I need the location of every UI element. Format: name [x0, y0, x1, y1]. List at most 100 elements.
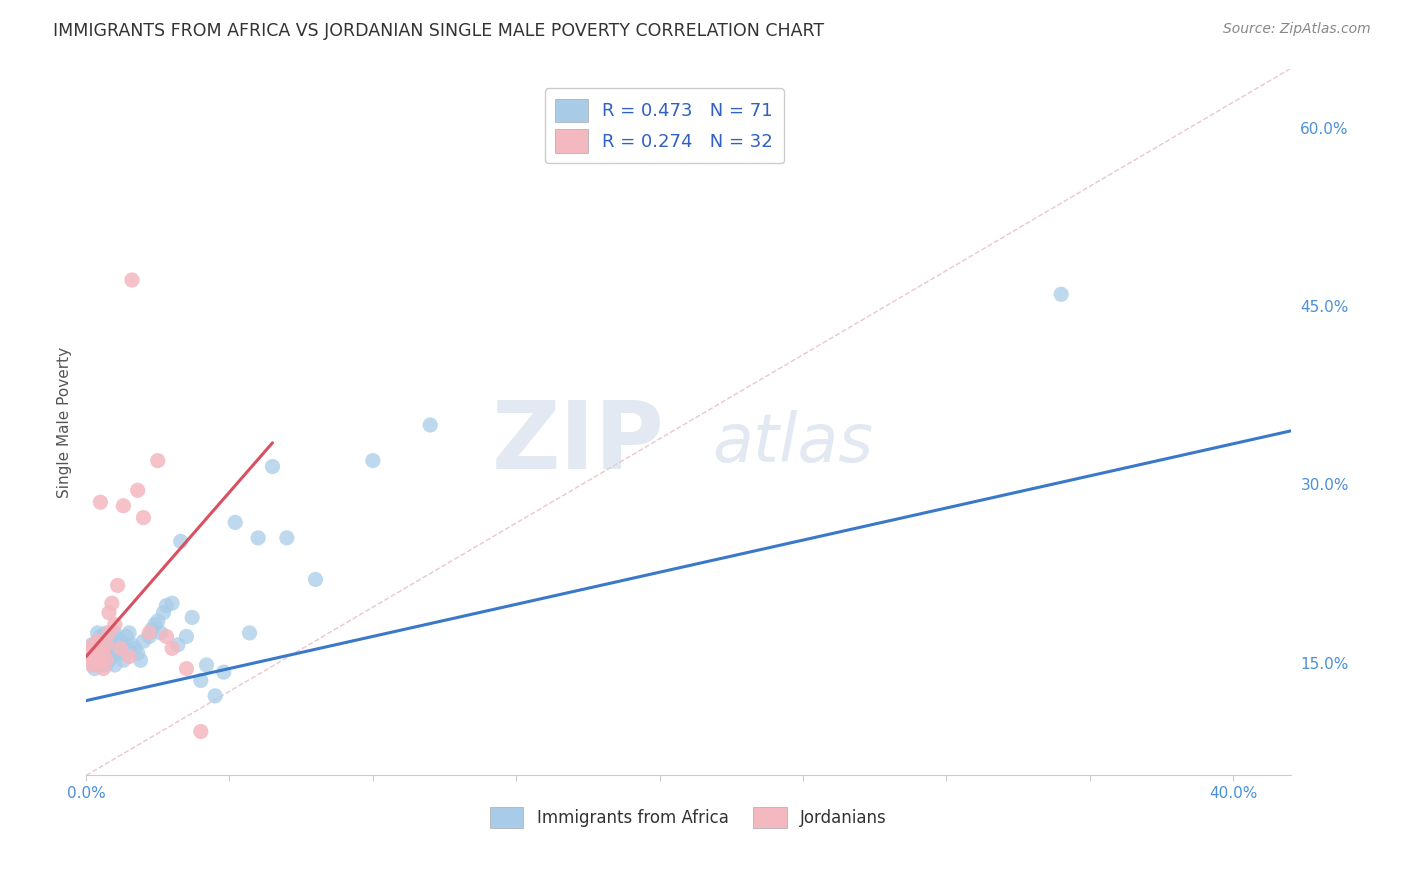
- Point: [141, 623, 163, 637]
- Point: [89, 657, 111, 672]
- Point: [1050, 287, 1073, 301]
- Point: [80, 656, 103, 670]
- Point: [115, 630, 138, 644]
- Point: [104, 634, 127, 648]
- Point: [166, 638, 188, 652]
- Point: [195, 657, 218, 672]
- Point: [91, 646, 114, 660]
- Point: [80, 657, 103, 672]
- Point: [89, 630, 111, 644]
- Point: [155, 599, 177, 613]
- Text: atlas: atlas: [713, 410, 873, 476]
- Point: [101, 649, 124, 664]
- Point: [143, 617, 166, 632]
- Point: [104, 617, 127, 632]
- Point: [101, 630, 124, 644]
- Point: [110, 634, 132, 648]
- Point: [91, 638, 114, 652]
- Point: [204, 689, 226, 703]
- Point: [83, 653, 105, 667]
- Point: [132, 634, 155, 648]
- Point: [91, 630, 114, 644]
- Point: [98, 653, 121, 667]
- Point: [101, 596, 124, 610]
- Point: [124, 641, 146, 656]
- Point: [83, 638, 105, 652]
- Point: [112, 653, 135, 667]
- Legend: Immigrants from Africa, Jordanians: Immigrants from Africa, Jordanians: [484, 801, 893, 834]
- Point: [98, 641, 121, 656]
- Point: [107, 632, 129, 646]
- Point: [91, 656, 114, 670]
- Point: [127, 483, 149, 498]
- Point: [155, 630, 177, 644]
- Point: [262, 459, 284, 474]
- Point: [276, 531, 298, 545]
- Point: [104, 626, 127, 640]
- Point: [86, 657, 108, 672]
- Point: [146, 614, 169, 628]
- Text: Source: ZipAtlas.com: Source: ZipAtlas.com: [1223, 22, 1371, 37]
- Point: [94, 638, 117, 652]
- Point: [304, 573, 326, 587]
- Point: [107, 578, 129, 592]
- Point: [110, 641, 132, 656]
- Point: [89, 649, 111, 664]
- Point: [224, 516, 246, 530]
- Point: [94, 646, 117, 660]
- Point: [98, 632, 121, 646]
- Point: [107, 641, 129, 656]
- Text: ZIP: ZIP: [491, 397, 664, 489]
- Point: [118, 626, 141, 640]
- Point: [80, 646, 103, 660]
- Point: [101, 638, 124, 652]
- Point: [160, 596, 183, 610]
- Point: [160, 641, 183, 656]
- Point: [98, 626, 121, 640]
- Point: [86, 626, 108, 640]
- Point: [121, 273, 143, 287]
- Point: [190, 724, 212, 739]
- Point: [149, 626, 172, 640]
- Point: [121, 638, 143, 652]
- Point: [146, 453, 169, 467]
- Point: [86, 653, 108, 667]
- Point: [176, 661, 198, 675]
- Point: [94, 638, 117, 652]
- Point: [94, 657, 117, 672]
- Point: [361, 453, 384, 467]
- Point: [91, 661, 114, 675]
- Point: [152, 606, 174, 620]
- Point: [86, 634, 108, 648]
- Text: IMMIGRANTS FROM AFRICA VS JORDANIAN SINGLE MALE POVERTY CORRELATION CHART: IMMIGRANTS FROM AFRICA VS JORDANIAN SING…: [53, 22, 824, 40]
- Point: [419, 417, 441, 432]
- Y-axis label: Single Male Poverty: Single Male Poverty: [58, 346, 72, 498]
- Point: [80, 638, 103, 652]
- Point: [94, 653, 117, 667]
- Point: [112, 499, 135, 513]
- Point: [212, 665, 235, 679]
- Point: [176, 630, 198, 644]
- Point: [138, 626, 160, 640]
- Point: [181, 610, 204, 624]
- Point: [83, 646, 105, 660]
- Point: [170, 534, 193, 549]
- Point: [77, 649, 100, 664]
- Point: [86, 644, 108, 658]
- Point: [129, 653, 152, 667]
- Point: [112, 638, 135, 652]
- Point: [132, 510, 155, 524]
- Point: [77, 649, 100, 664]
- Point: [77, 644, 100, 658]
- Point: [190, 673, 212, 688]
- Point: [83, 638, 105, 652]
- Point: [104, 646, 127, 660]
- Point: [77, 641, 100, 656]
- Point: [83, 661, 105, 675]
- Point: [127, 646, 149, 660]
- Point: [98, 606, 121, 620]
- Point: [110, 646, 132, 660]
- Point: [138, 630, 160, 644]
- Point: [238, 626, 260, 640]
- Point: [89, 495, 111, 509]
